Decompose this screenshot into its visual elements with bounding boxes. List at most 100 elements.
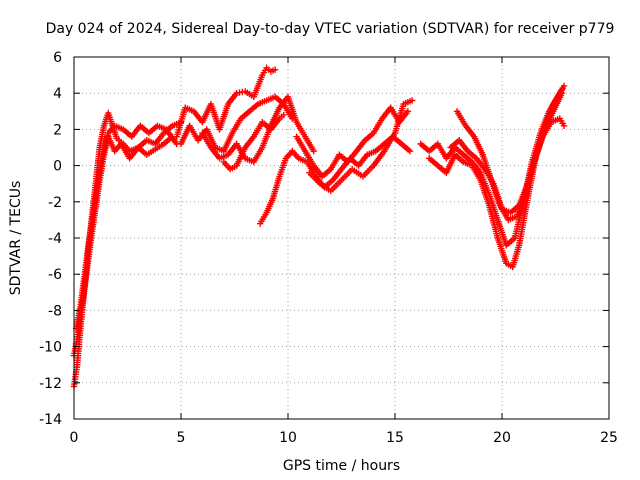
- data-point: [477, 176, 484, 184]
- data-point: [282, 155, 290, 162]
- data-point: [494, 216, 501, 224]
- data-point: [259, 118, 266, 126]
- data-point: [233, 162, 240, 169]
- data-point: [400, 100, 407, 108]
- data-point: [370, 162, 377, 169]
- data-point: [464, 147, 471, 155]
- data-point: [462, 122, 469, 129]
- data-point: [162, 126, 170, 133]
- data-point: [271, 66, 279, 73]
- data-point: [289, 147, 296, 155]
- data-point: [237, 115, 245, 122]
- data-point: [152, 146, 159, 153]
- data-point: [233, 90, 240, 97]
- data-point: [381, 140, 388, 148]
- data-point: [556, 115, 563, 122]
- data-point: [560, 82, 568, 90]
- data-point: [359, 173, 367, 180]
- data-point: [434, 162, 441, 169]
- data-point: [363, 151, 371, 158]
- data-point: [105, 129, 112, 137]
- data-point: [293, 133, 300, 140]
- data-point: [494, 234, 501, 242]
- data-point: [353, 147, 360, 155]
- data-point: [361, 137, 369, 144]
- data-point: [515, 242, 523, 249]
- y-tick-label: 4: [53, 86, 62, 102]
- series-sat-l: [427, 88, 564, 269]
- data-point: [306, 169, 313, 177]
- data-point: [344, 158, 352, 166]
- data-point: [524, 194, 531, 202]
- x-tick-label: 20: [493, 430, 511, 446]
- data-point: [263, 64, 270, 72]
- data-point: [473, 155, 480, 162]
- data-point: [246, 108, 253, 115]
- data-point: [152, 140, 159, 148]
- data-point: [220, 158, 227, 166]
- data-point: [485, 202, 493, 209]
- data-point: [94, 180, 101, 187]
- data-point: [456, 137, 463, 144]
- data-point: [509, 263, 516, 271]
- data-point: [378, 115, 386, 122]
- data-point: [338, 166, 345, 173]
- data-point: [98, 155, 106, 162]
- data-point: [254, 100, 262, 108]
- data-point: [387, 104, 394, 111]
- y-tick-label: -12: [39, 376, 62, 392]
- data-point: [128, 133, 135, 140]
- data-point: [276, 104, 283, 111]
- y-tick-label: -8: [48, 303, 62, 319]
- data-point: [443, 155, 450, 162]
- data-point: [259, 144, 266, 151]
- data-point: [479, 151, 486, 158]
- data-points-layer: [70, 64, 568, 390]
- data-point: [417, 140, 424, 148]
- data-point: [470, 133, 478, 140]
- data-point: [336, 151, 343, 158]
- data-point: [242, 155, 249, 162]
- series-sat-m: [449, 92, 565, 215]
- data-point: [522, 187, 529, 195]
- data-point: [259, 71, 266, 79]
- data-point: [224, 151, 232, 158]
- data-point: [194, 137, 202, 144]
- data-point: [242, 88, 249, 95]
- y-tick-label: -2: [48, 195, 62, 211]
- data-point: [74, 361, 81, 368]
- data-point: [505, 216, 512, 224]
- data-point: [126, 155, 133, 162]
- data-point: [233, 140, 240, 148]
- data-point: [460, 151, 467, 158]
- data-point: [250, 133, 257, 140]
- y-tick-label: 0: [53, 159, 62, 175]
- x-tick-label: 25: [600, 430, 618, 446]
- data-point: [293, 118, 300, 126]
- data-point: [507, 209, 514, 216]
- data-point: [160, 140, 168, 148]
- data-point: [199, 129, 206, 137]
- data-point: [135, 144, 142, 151]
- x-tick-label: 0: [70, 430, 79, 446]
- data-point: [426, 155, 433, 162]
- data-point: [190, 108, 198, 115]
- data-point: [513, 213, 521, 220]
- data-point: [90, 209, 97, 216]
- data-point: [338, 176, 345, 184]
- data-point: [177, 140, 185, 148]
- data-point: [372, 147, 379, 155]
- data-point: [319, 173, 326, 180]
- data-point: [276, 115, 283, 122]
- data-point: [271, 93, 279, 101]
- chart-title: Day 024 of 2024, Sidereal Day-to-day VTE…: [46, 21, 615, 37]
- data-point: [391, 129, 399, 137]
- data-point: [242, 144, 249, 151]
- data-point: [434, 140, 441, 148]
- data-point: [220, 147, 227, 155]
- data-point: [117, 140, 125, 148]
- series-sat-n: [455, 110, 566, 223]
- data-point: [539, 133, 546, 140]
- data-point: [284, 93, 292, 101]
